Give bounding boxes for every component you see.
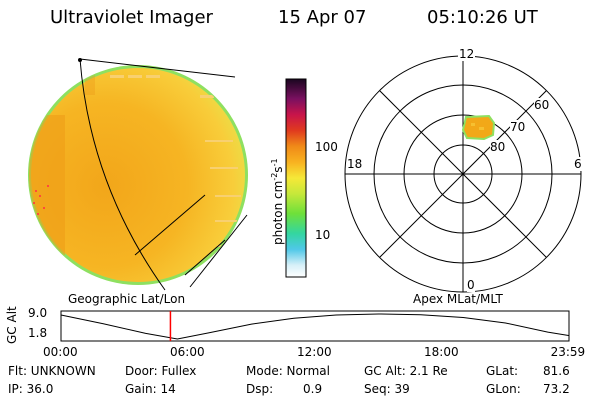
altitude-series-line: [60, 313, 569, 340]
timeline-frame: [60, 310, 570, 342]
mlt-label-18: 18: [347, 157, 363, 171]
info-gain: Gain: 14: [125, 382, 176, 396]
info-mode: Mode: Normal: [246, 364, 330, 378]
colorbar: [285, 78, 307, 278]
timeline-tick-4: 23:59: [550, 345, 586, 359]
colorbar-tick-10: 10: [315, 228, 331, 242]
info-door: Door: Fullex: [125, 364, 197, 378]
date-label: 15 Apr 07: [278, 7, 367, 28]
altitude-timeline: [60, 310, 570, 342]
timeline-ymin: 1.8: [28, 326, 48, 340]
info-dsp-value: 0.9: [303, 382, 323, 396]
timeline-ymax: 9.0: [28, 306, 48, 320]
timeline-tick-2: 12:00: [297, 345, 332, 359]
colorbar-gradient: [285, 78, 307, 278]
polar-plot: [344, 55, 582, 293]
time-label: 05:10:26 UT: [427, 7, 538, 28]
mlat-label-80: 80: [490, 140, 506, 154]
info-glat-label: GLat:: [486, 364, 519, 378]
info-gcalt: GC Alt: 2.1 Re: [364, 364, 448, 378]
mlt-label-12: 12: [458, 47, 476, 61]
info-glon-label: GLon:: [486, 382, 521, 396]
auroral-patch: [461, 114, 496, 141]
instrument-title: Ultraviolet Imager: [50, 7, 213, 28]
mlat-label-60: 60: [534, 98, 550, 112]
info-glat-value: 81.6: [543, 364, 570, 378]
colorbar-unit-label: photon cm-2s-1: [270, 158, 285, 245]
apex-caption: Apex MLat/MLT: [413, 292, 503, 306]
timeline-ylabel: GC Alt: [5, 306, 19, 344]
timeline-tick-3: 18:00: [424, 345, 459, 359]
timeline-tick-1: 06:00: [170, 345, 205, 359]
mlat-label-70: 70: [510, 120, 526, 134]
mlt-label-0: 0: [467, 278, 475, 292]
geographic-caption: Geographic Lat/Lon: [68, 292, 186, 306]
uv-image-panel: [28, 58, 248, 291]
colorbar-tick-100: 100: [315, 140, 338, 154]
info-dsp-label: Dsp:: [246, 382, 274, 396]
info-ip: IP: 36.0: [8, 382, 54, 396]
info-flt: Flt: UNKNOWN: [8, 364, 96, 378]
info-glon-value: 73.2: [543, 382, 570, 396]
geographic-grid: [79, 58, 248, 291]
timeline-tick-0: 00:00: [43, 345, 78, 359]
mlt-line-diag-2: [379, 90, 547, 258]
info-seq: Seq: 39: [364, 382, 410, 396]
earth-disk: [31, 68, 245, 282]
mlt-label-6: 6: [574, 157, 582, 171]
